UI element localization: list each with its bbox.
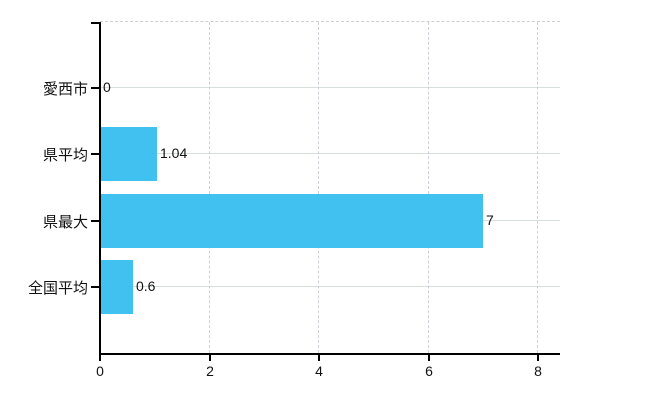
bar <box>100 260 133 314</box>
x-axis-tick <box>99 353 101 361</box>
v-gridline <box>428 22 429 353</box>
y-axis-top-tick <box>91 22 99 24</box>
x-axis-tick <box>318 353 320 361</box>
x-tick-label: 0 <box>96 363 104 379</box>
y-axis-tick <box>91 153 99 155</box>
plot-top-border <box>100 21 560 22</box>
v-gridline <box>318 22 319 353</box>
bar-value-label: 7 <box>486 212 494 228</box>
y-axis-tick <box>91 220 99 222</box>
x-tick-label: 8 <box>534 363 542 379</box>
x-tick-label: 2 <box>206 363 214 379</box>
bar-value-label: 0 <box>103 79 111 95</box>
bar-value-label: 1.04 <box>160 145 188 161</box>
category-label: 県平均 <box>42 147 88 164</box>
v-gridline <box>537 22 538 353</box>
h-gridline <box>100 286 560 287</box>
x-axis-tick <box>428 353 430 361</box>
bar <box>100 194 483 248</box>
y-axis-line <box>99 22 101 355</box>
h-gridline <box>100 153 560 154</box>
x-tick-label: 6 <box>425 363 433 379</box>
bar-value-label: 0.6 <box>136 278 156 294</box>
x-axis-line <box>99 353 560 355</box>
y-axis-tick <box>91 87 99 89</box>
category-label: 全国平均 <box>27 280 88 297</box>
h-gridline <box>100 87 560 88</box>
x-tick-label: 4 <box>315 363 323 379</box>
category-label: 県最大 <box>42 214 88 231</box>
x-axis-tick <box>537 353 539 361</box>
bar <box>100 127 157 181</box>
x-axis-tick <box>209 353 211 361</box>
y-axis-tick <box>91 286 99 288</box>
v-gridline <box>209 22 210 353</box>
category-label: 愛西市 <box>42 81 88 98</box>
